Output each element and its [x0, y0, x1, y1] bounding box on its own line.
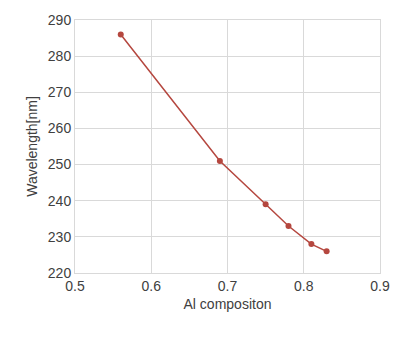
svg-text:0.7: 0.7: [218, 278, 238, 294]
svg-text:290: 290: [48, 12, 72, 28]
svg-text:0.5: 0.5: [65, 278, 85, 294]
svg-text:280: 280: [48, 48, 72, 64]
svg-text:260: 260: [48, 120, 72, 136]
svg-text:230: 230: [48, 229, 72, 245]
svg-text:0.6: 0.6: [142, 278, 162, 294]
svg-text:Al compositon: Al compositon: [184, 296, 272, 312]
svg-text:Wavelength[nm]: Wavelength[nm]: [24, 96, 40, 197]
svg-text:0.8: 0.8: [294, 278, 314, 294]
svg-text:220: 220: [48, 265, 72, 281]
svg-text:0.9: 0.9: [370, 278, 390, 294]
svg-text:270: 270: [48, 84, 72, 100]
svg-text:250: 250: [48, 156, 72, 172]
svg-text:240: 240: [48, 193, 72, 209]
